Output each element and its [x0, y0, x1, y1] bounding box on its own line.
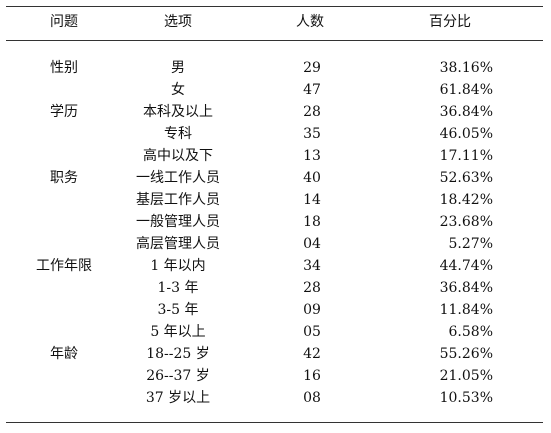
- row-count: 14: [303, 192, 321, 208]
- header-option: 选项: [164, 14, 192, 30]
- table-bottom-rule: [6, 422, 543, 423]
- row-option: 专科: [164, 126, 192, 142]
- row-option: 高层管理人员: [136, 236, 220, 252]
- row-percent: 23.68%: [439, 214, 493, 230]
- row-percent: 36.84%: [439, 104, 493, 120]
- row-count: 09: [303, 302, 321, 318]
- row-percent: 18.42%: [439, 192, 493, 208]
- row-option: 37 岁以上: [145, 390, 211, 406]
- row-question: 学历: [50, 104, 78, 120]
- table-row: 1-3 年 28 36.84%: [0, 277, 551, 299]
- row-count: 28: [303, 104, 321, 120]
- table-header-rule: [6, 40, 543, 41]
- row-percent: 55.26%: [439, 346, 493, 362]
- row-percent: 61.84%: [439, 82, 493, 98]
- row-count: 13: [303, 148, 321, 164]
- row-percent: 17.11%: [439, 148, 493, 164]
- row-count: 35: [303, 126, 321, 142]
- table-top-rule: [6, 6, 543, 7]
- header-count: 人数: [296, 14, 324, 30]
- table-row: 26--37 岁 16 21.05%: [0, 365, 551, 387]
- table-row: 职务 一线工作人员 40 52.63%: [0, 167, 551, 189]
- row-option: 1 年以内: [150, 258, 206, 274]
- row-option: 男: [171, 60, 185, 76]
- row-percent: 21.05%: [439, 368, 493, 384]
- table-row: 年龄 18--25 岁 42 55.26%: [0, 343, 551, 365]
- row-option: 一线工作人员: [136, 170, 220, 186]
- row-option: 高中以及下: [143, 148, 213, 164]
- row-count: 05: [303, 324, 321, 340]
- header-question: 问题: [50, 14, 78, 30]
- row-option: 1-3 年: [157, 280, 199, 296]
- row-question: 职务: [50, 170, 78, 186]
- row-percent: 11.84%: [439, 302, 493, 318]
- row-percent: 46.05%: [439, 126, 493, 142]
- row-option: 女: [171, 82, 185, 98]
- table-row: 女 47 61.84%: [0, 79, 551, 101]
- table-row: 高层管理人员 04 5.27%: [0, 233, 551, 255]
- table-row: 性别 男 29 38.16%: [0, 57, 551, 79]
- row-percent: 38.16%: [439, 60, 493, 76]
- row-option: 18--25 岁: [146, 346, 210, 362]
- row-option: 一般管理人员: [136, 214, 220, 230]
- row-option: 5 年以上: [150, 324, 206, 340]
- row-question: 工作年限: [36, 258, 92, 274]
- row-question: 性别: [50, 60, 78, 76]
- row-count: 18: [303, 214, 321, 230]
- row-count: 47: [303, 82, 321, 98]
- table-row: 专科 35 46.05%: [0, 123, 551, 145]
- table-row: 基层工作人员 14 18.42%: [0, 189, 551, 211]
- row-question: 年龄: [50, 346, 78, 362]
- row-option: 本科及以上: [143, 104, 213, 120]
- table-row: 3-5 年 09 11.84%: [0, 299, 551, 321]
- table-row: 5 年以上 05 6.58%: [0, 321, 551, 343]
- row-count: 08: [303, 390, 321, 406]
- row-count: 28: [303, 280, 321, 296]
- row-count: 16: [303, 368, 321, 384]
- row-option: 基层工作人员: [136, 192, 220, 208]
- table-row: 高中以及下 13 17.11%: [0, 145, 551, 167]
- row-percent: 44.74%: [439, 258, 493, 274]
- table-header: 问题 选项 人数 百分比: [0, 11, 551, 33]
- table-row: 学历 本科及以上 28 36.84%: [0, 101, 551, 123]
- row-percent: 10.53%: [439, 390, 493, 406]
- table-row: 一般管理人员 18 23.68%: [0, 211, 551, 233]
- row-percent: 5.27%: [448, 236, 493, 252]
- row-count: 42: [303, 346, 321, 362]
- row-percent: 52.63%: [439, 170, 493, 186]
- row-count: 34: [303, 258, 321, 274]
- row-count: 40: [303, 170, 321, 186]
- row-count: 04: [303, 236, 321, 252]
- table-row: 工作年限 1 年以内 34 44.74%: [0, 255, 551, 277]
- row-percent: 6.58%: [448, 324, 493, 340]
- row-count: 29: [303, 60, 321, 76]
- row-option: 3-5 年: [157, 302, 199, 318]
- table-row: 37 岁以上 08 10.53%: [0, 387, 551, 409]
- row-option: 26--37 岁: [146, 368, 210, 384]
- row-percent: 36.84%: [439, 280, 493, 296]
- header-percent: 百分比: [429, 14, 471, 30]
